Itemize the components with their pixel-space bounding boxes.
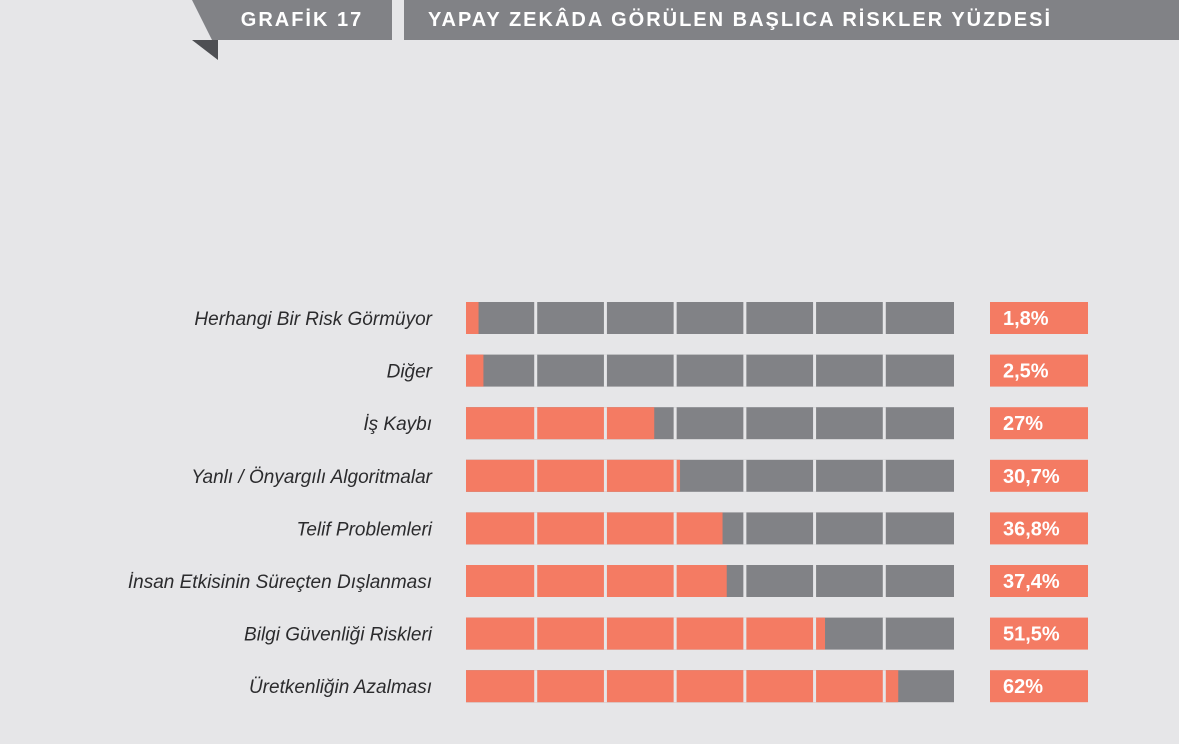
bar-segment-divider	[813, 354, 817, 387]
bar-segment-divider	[534, 565, 538, 597]
bar-segment-divider	[882, 565, 886, 597]
chart-header: GRAFİK 17 YAPAY ZEKÂDA GÖRÜLEN BAŞLICA R…	[0, 0, 1179, 70]
value-box	[990, 617, 1088, 650]
bar-segment-divider	[813, 459, 817, 492]
value-box	[990, 512, 1088, 545]
bar-segment-divider	[882, 670, 886, 703]
bar-fill	[466, 459, 681, 492]
value-label: 37,4%	[1003, 571, 1060, 593]
bar-segment-divider	[813, 512, 817, 545]
bar-segment-divider	[603, 407, 607, 440]
bar-fill	[466, 354, 484, 387]
value-box	[990, 459, 1088, 492]
category-label: Telif Problemleri	[296, 519, 432, 540]
bar-fill	[466, 512, 723, 545]
value-box	[990, 565, 1088, 597]
bar-segment-divider	[882, 302, 886, 334]
bar-track	[466, 302, 954, 334]
chart-title: YAPAY ZEKÂDA GÖRÜLEN BAŞLICA RİSKLER YÜZ…	[404, 0, 1179, 40]
value-box	[990, 302, 1088, 334]
bar-segment-divider	[534, 302, 538, 334]
bar-segment-divider	[673, 407, 677, 440]
bar-segment-divider	[673, 302, 677, 334]
bar-segment-divider	[743, 459, 747, 492]
bar-fill	[466, 670, 899, 703]
bar-segment-divider	[603, 565, 607, 597]
value-label: 36,8%	[1003, 518, 1060, 540]
bar-segment-divider	[534, 670, 538, 703]
category-label: Yanlı / Önyargılı Algoritmalar	[191, 467, 432, 488]
bar-segment-divider	[673, 670, 677, 703]
bar-segment-divider	[882, 354, 886, 387]
bar-segment-divider	[603, 670, 607, 703]
category-label: İş Kaybı	[363, 414, 432, 435]
figure-label-slant	[192, 0, 212, 40]
bar-segment-divider	[813, 302, 817, 334]
value-label: 1,8%	[1003, 308, 1049, 330]
bar-segment-divider	[673, 617, 677, 650]
bar-segment-divider	[882, 617, 886, 650]
bar-segment-divider	[673, 565, 677, 597]
bar-segment-divider	[882, 407, 886, 440]
bar-segment-divider	[534, 407, 538, 440]
bar-segment-divider	[534, 459, 538, 492]
category-label: Diğer	[387, 362, 433, 383]
value-box	[990, 354, 1088, 387]
bar-segment-divider	[673, 354, 677, 387]
bar-segment-divider	[882, 512, 886, 545]
figure-label-fold	[192, 40, 218, 60]
bar-segment-divider	[813, 670, 817, 703]
bar-segment-divider	[882, 459, 886, 492]
bar-segment-divider	[743, 617, 747, 650]
value-label: 62%	[1003, 676, 1043, 698]
bar-segment-divider	[813, 565, 817, 597]
bar-segment-divider	[673, 459, 677, 492]
bar-segment-divider	[534, 354, 538, 387]
bar-fill	[466, 617, 826, 650]
bar-segment-divider	[743, 354, 747, 387]
bar-fill	[466, 407, 655, 440]
bar-segment-divider	[813, 617, 817, 650]
category-label: Herhangi Bir Risk Görmüyor	[194, 309, 432, 330]
category-label: Bilgi Güvenliği Riskleri	[244, 625, 433, 646]
bar-segment-divider	[603, 302, 607, 334]
bar-segment-divider	[603, 617, 607, 650]
figure-label: GRAFİK 17	[212, 0, 392, 40]
bar-segment-divider	[673, 512, 677, 545]
bar-segment-divider	[743, 565, 747, 597]
bar-segment-divider	[743, 670, 747, 703]
bar-segment-divider	[603, 459, 607, 492]
bar-segment-divider	[813, 407, 817, 440]
category-label: İnsan Etkisinin Süreçten Dışlanması	[128, 572, 432, 593]
value-label: 2,5%	[1003, 361, 1049, 383]
bar-fill	[466, 302, 479, 334]
bar-track	[466, 354, 954, 387]
category-label: Üretkenliğin Azalması	[249, 677, 432, 698]
value-label: 51,5%	[1003, 624, 1060, 646]
value-box	[990, 407, 1088, 440]
bar-segment-divider	[743, 407, 747, 440]
value-label: 27%	[1003, 413, 1043, 435]
bar-fill	[466, 565, 727, 597]
value-label: 30,7%	[1003, 466, 1060, 488]
bar-segment-divider	[743, 302, 747, 334]
bar-segment-divider	[534, 512, 538, 545]
bar-segment-divider	[743, 512, 747, 545]
bar-segment-divider	[603, 512, 607, 545]
value-box	[990, 670, 1088, 703]
bar-segment-divider	[603, 354, 607, 387]
bar-segment-divider	[534, 617, 538, 650]
